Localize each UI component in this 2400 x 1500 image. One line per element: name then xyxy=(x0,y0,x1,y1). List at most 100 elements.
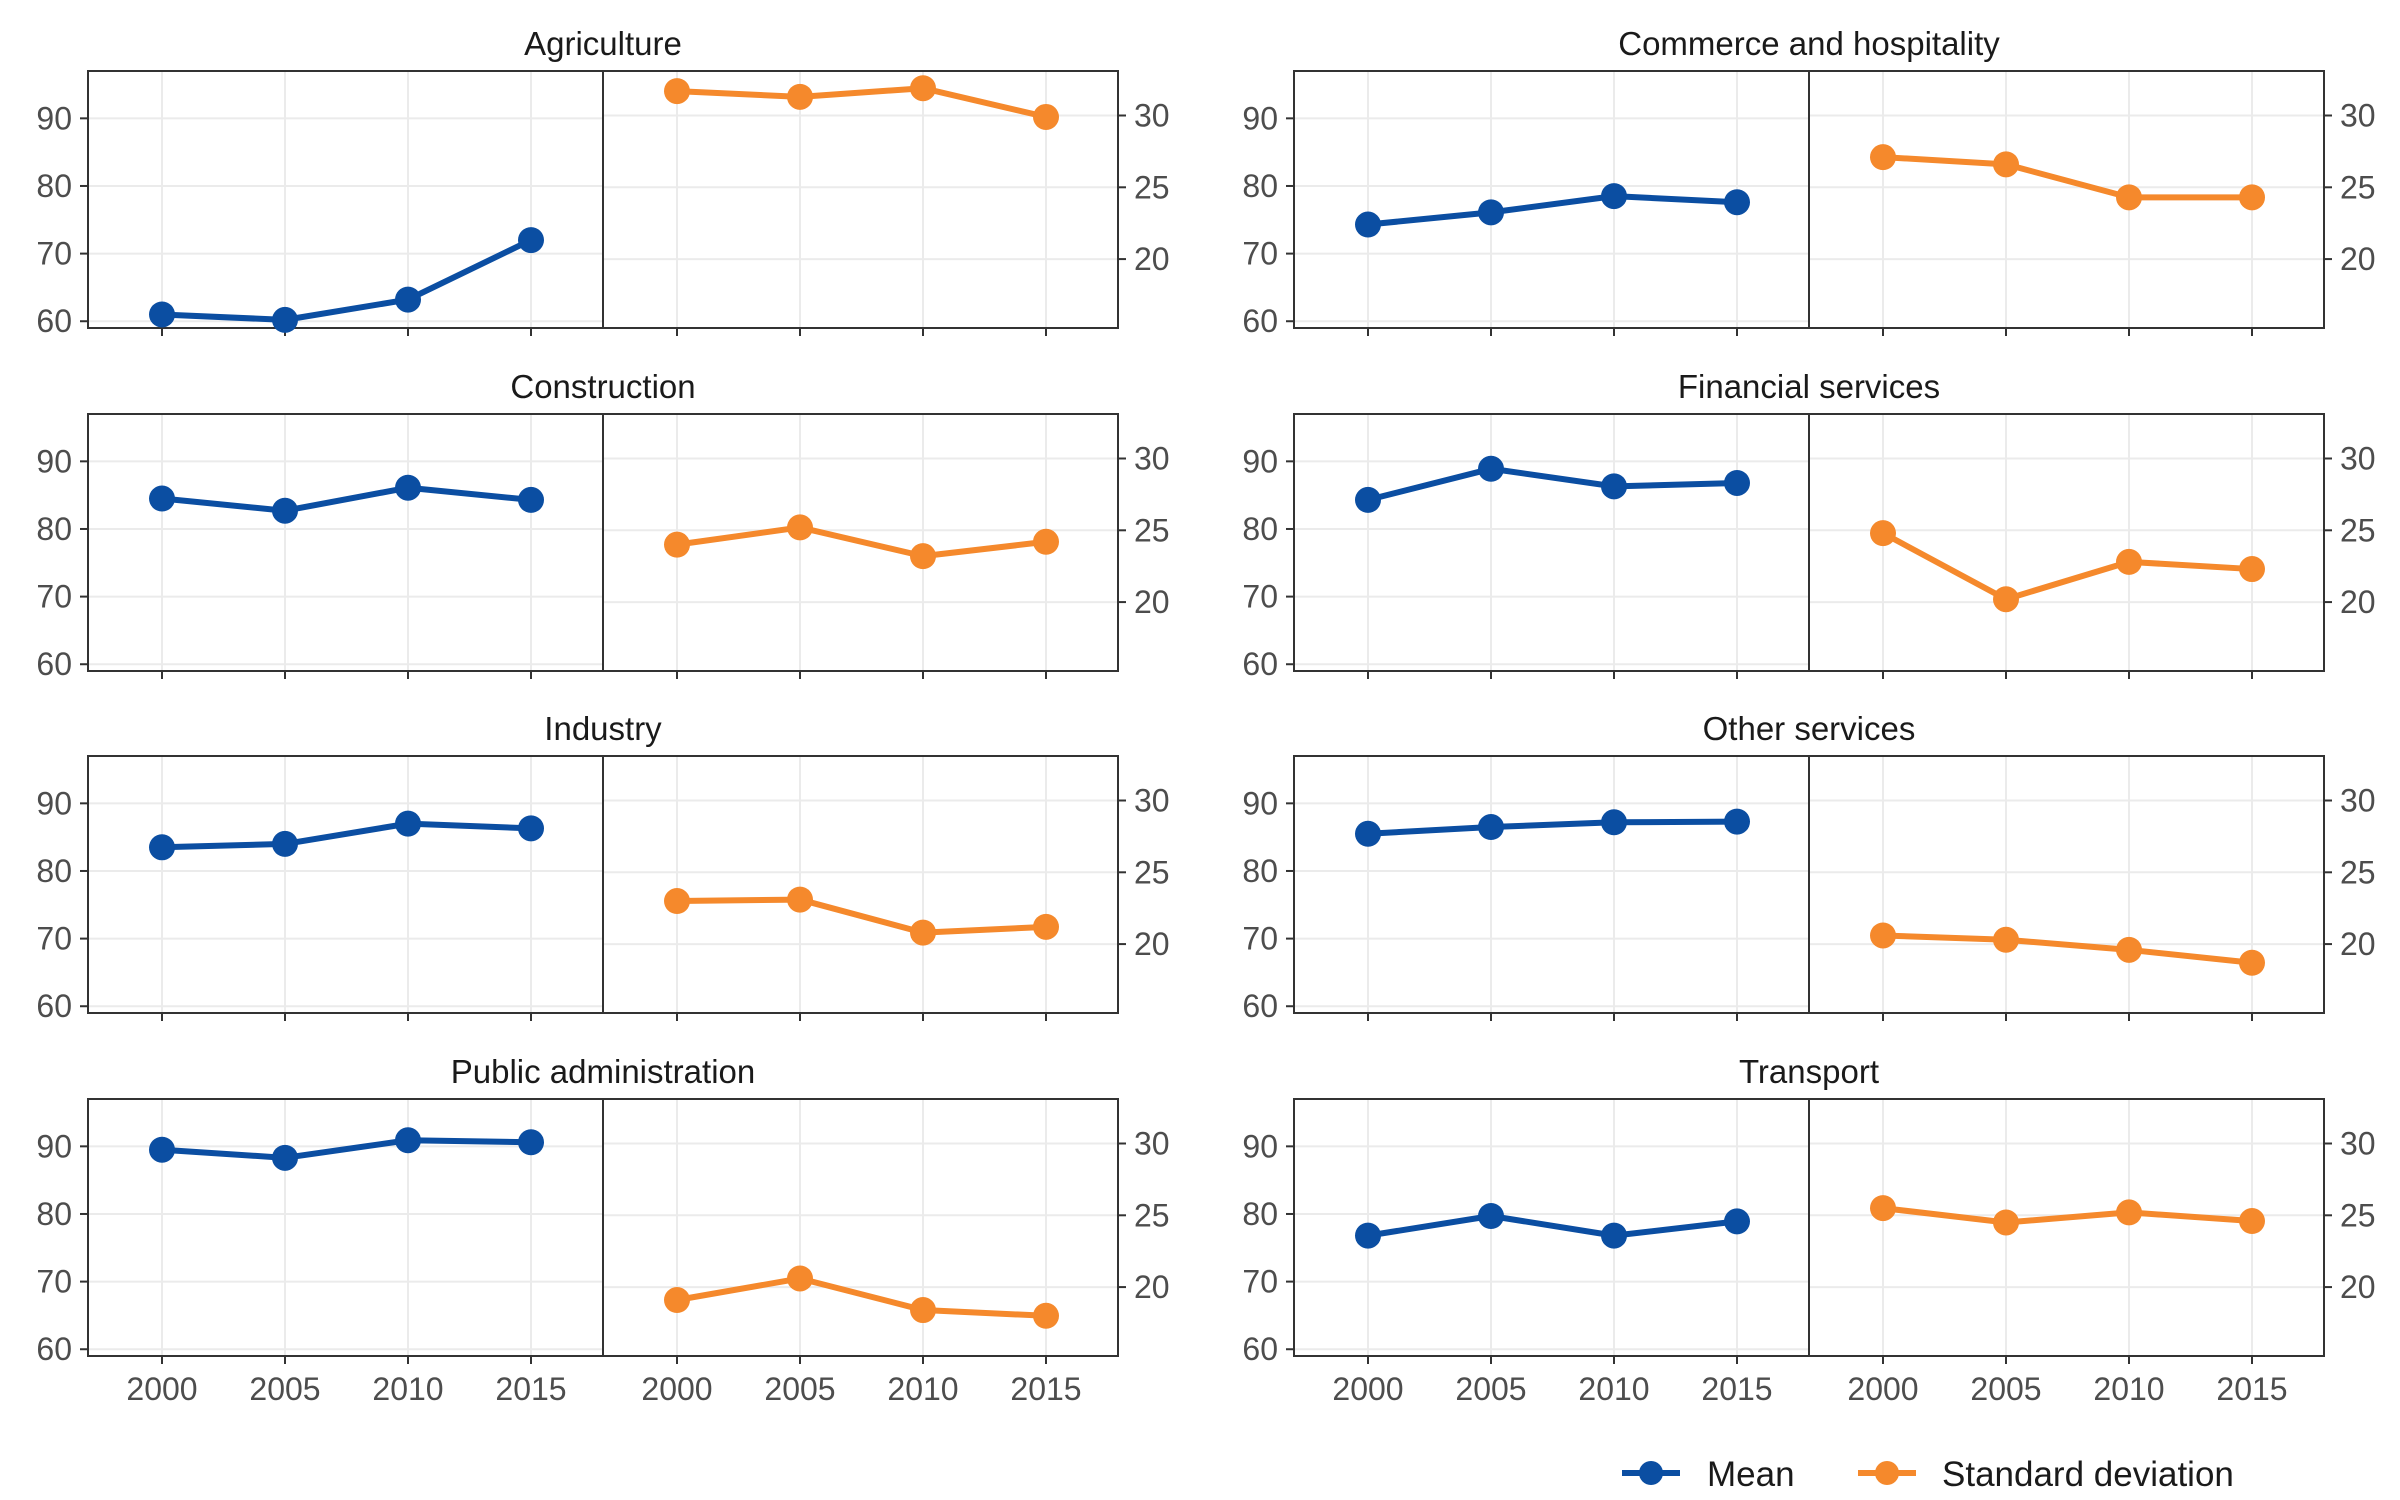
mean-point xyxy=(395,1127,421,1154)
legend: Mean Standard deviation xyxy=(1622,1455,2234,1494)
sd-point xyxy=(910,75,936,102)
y-tick-label: 60 xyxy=(1242,1331,1278,1367)
mean-point xyxy=(518,1129,544,1156)
y2-tick-label: 30 xyxy=(2340,1126,2376,1162)
y-tick-label: 60 xyxy=(1242,988,1278,1024)
sd-point xyxy=(787,886,813,913)
mean-point xyxy=(1601,1222,1627,1249)
sd-point xyxy=(1993,926,2019,953)
y-tick-label: 90 xyxy=(1242,100,1278,136)
sd-point xyxy=(910,919,936,946)
sd-point xyxy=(1870,1195,1896,1222)
x-tick-label: 2015 xyxy=(1701,1371,1772,1407)
mean-point xyxy=(149,1136,175,1163)
sd-point xyxy=(664,531,690,558)
sd-point xyxy=(1993,1209,2019,1236)
legend-sd-marker xyxy=(1875,1461,1899,1485)
sd-point xyxy=(2239,1208,2265,1235)
panel-title: Industry xyxy=(544,710,662,747)
y2-tick-label: 30 xyxy=(1134,783,1170,819)
sd-point xyxy=(2239,949,2265,976)
mean-point xyxy=(1355,211,1381,238)
y2-tick-label: 25 xyxy=(1134,1197,1170,1233)
mean-point xyxy=(1478,199,1504,226)
x-tick-label: 2005 xyxy=(1970,1371,2041,1407)
sd-point xyxy=(2239,556,2265,583)
x-tick-label: 2000 xyxy=(126,1371,197,1407)
facet-panel: Construction 60 70 80 90 20 25 30 xyxy=(36,368,1169,682)
sd-point xyxy=(2239,184,2265,211)
x-tick-label: 2010 xyxy=(1578,1371,1649,1407)
mean-point xyxy=(1724,808,1750,835)
sd-point xyxy=(1870,922,1896,949)
sd-point xyxy=(2116,548,2142,575)
x-tick-label: 2005 xyxy=(764,1371,835,1407)
x-tick-label: 2005 xyxy=(249,1371,320,1407)
facet-panel: Commerce and hospitality 60 70 80 90 20 25 30 xyxy=(1242,25,2375,339)
legend-mean-label: Mean xyxy=(1707,1455,1795,1494)
y2-tick-label: 30 xyxy=(2340,783,2376,819)
mean-point xyxy=(1478,814,1504,841)
y-tick-label: 60 xyxy=(1242,303,1278,339)
x-tick-label: 2000 xyxy=(1847,1371,1918,1407)
mean-point xyxy=(1601,183,1627,210)
panel-title: Agriculture xyxy=(524,25,682,62)
y-tick-label: 70 xyxy=(1242,236,1278,272)
y2-tick-label: 25 xyxy=(2340,169,2376,205)
mean-point xyxy=(272,497,298,524)
x-tick-label: 2015 xyxy=(2216,1371,2287,1407)
sd-point xyxy=(2116,1199,2142,1226)
y-tick-label: 90 xyxy=(1242,1128,1278,1164)
y2-tick-label: 20 xyxy=(1134,926,1170,962)
x-tick-label: 2010 xyxy=(887,1371,958,1407)
y2-tick-label: 30 xyxy=(2340,98,2376,134)
mean-point xyxy=(395,474,421,501)
mean-line xyxy=(161,1137,532,1161)
y-tick-label: 90 xyxy=(1242,443,1278,479)
mean-point xyxy=(149,485,175,512)
facet-panel: Public administration 60 70 80 90 20 25 30 2000 2… xyxy=(36,1053,1169,1407)
x-tick-label: 2010 xyxy=(372,1371,443,1407)
sd-line xyxy=(676,524,1047,560)
y-tick-label: 90 xyxy=(1242,785,1278,821)
sd-point xyxy=(1033,1302,1059,1329)
mean-point xyxy=(1355,1222,1381,1249)
sd-point xyxy=(787,83,813,110)
y2-tick-label: 20 xyxy=(1134,584,1170,620)
y-tick-label: 70 xyxy=(36,579,72,615)
sd-line xyxy=(676,85,1047,120)
y-tick-label: 80 xyxy=(1242,511,1278,547)
panel-title: Public administration xyxy=(451,1053,755,1090)
mean-point xyxy=(1355,486,1381,513)
x-tick-label: 2000 xyxy=(1332,1371,1403,1407)
y-tick-label: 80 xyxy=(36,853,72,889)
mean-point xyxy=(1355,820,1381,847)
y-tick-label: 80 xyxy=(36,168,72,204)
y2-tick-label: 30 xyxy=(1134,441,1170,477)
mean-point xyxy=(518,227,544,254)
mean-line xyxy=(161,820,532,851)
y2-tick-label: 20 xyxy=(1134,241,1170,277)
y-tick-label: 70 xyxy=(36,921,72,957)
y-tick-label: 80 xyxy=(36,511,72,547)
y-tick-label: 60 xyxy=(36,303,72,339)
y-tick-label: 60 xyxy=(1242,646,1278,682)
sd-point xyxy=(2116,184,2142,211)
mean-line xyxy=(1367,193,1738,228)
y2-tick-label: 20 xyxy=(2340,1269,2376,1305)
y2-tick-label: 30 xyxy=(2340,441,2376,477)
mean-point xyxy=(149,834,175,861)
y-tick-label: 70 xyxy=(1242,579,1278,615)
y2-tick-label: 25 xyxy=(2340,854,2376,890)
mean-point xyxy=(1724,1208,1750,1235)
x-tick-label: 2010 xyxy=(2093,1371,2164,1407)
y-tick-label: 80 xyxy=(36,1196,72,1232)
sd-point xyxy=(910,1297,936,1324)
y2-tick-label: 25 xyxy=(1134,854,1170,890)
y-tick-label: 60 xyxy=(36,646,72,682)
y-tick-label: 90 xyxy=(36,785,72,821)
sd-point xyxy=(910,543,936,570)
sd-line xyxy=(1881,530,2253,603)
